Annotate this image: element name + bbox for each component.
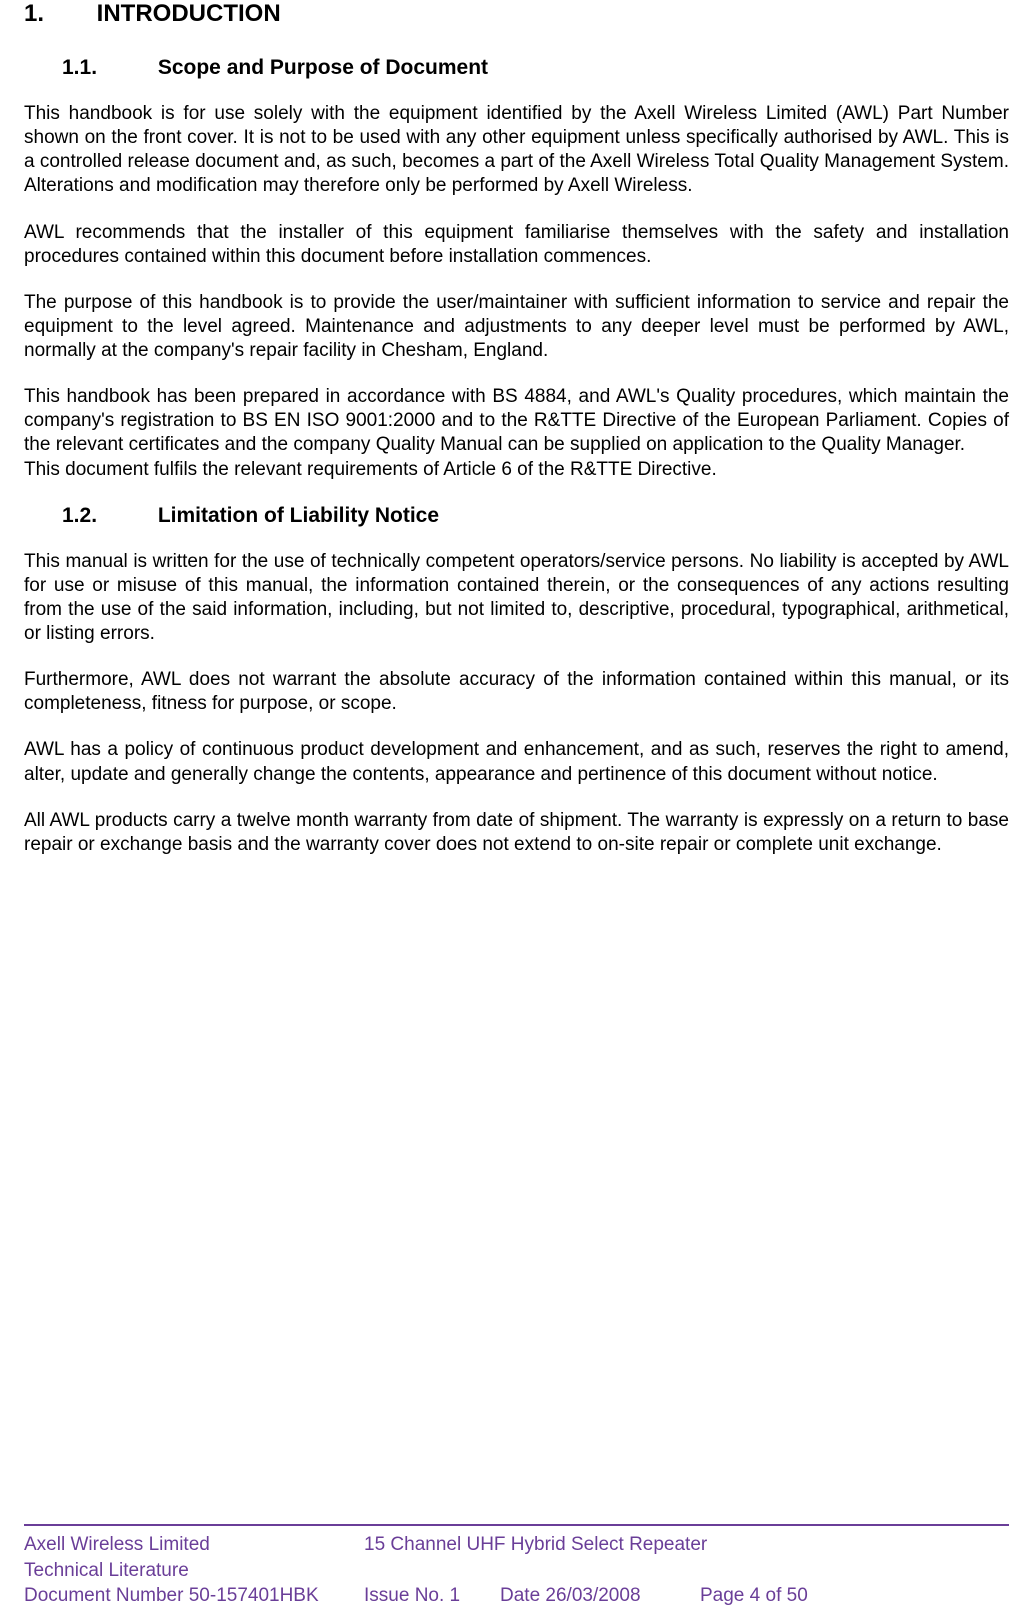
footer-product: 15 Channel UHF Hybrid Select Repeater	[364, 1532, 1009, 1558]
heading-title: INTRODUCTION	[97, 0, 281, 27]
footer-company: Axell Wireless Limited	[24, 1532, 364, 1558]
heading-number: 1.2.	[62, 504, 152, 528]
footer-issue: Issue No. 1	[364, 1583, 500, 1609]
heading-title: Scope and Purpose of Document	[158, 56, 488, 79]
document-page: 1. INTRODUCTION 1.1. Scope and Purpose o…	[0, 0, 1033, 1609]
paragraph: The purpose of this handbook is to provi…	[24, 291, 1009, 363]
footer-row-1: Axell Wireless Limited 15 Channel UHF Hy…	[24, 1532, 1009, 1558]
heading-number: 1.1.	[62, 56, 152, 80]
paragraph: AWL recommends that the installer of thi…	[24, 221, 1009, 269]
paragraph: All AWL products carry a twelve month wa…	[24, 809, 1009, 857]
heading-section-1-2: 1.2. Limitation of Liability Notice	[24, 504, 1009, 528]
paragraph: AWL has a policy of continuous product d…	[24, 738, 1009, 786]
heading-number: 1.	[24, 0, 90, 28]
paragraph: This manual is written for the use of te…	[24, 550, 1009, 647]
footer-row-3: Document Number 50-157401HBK Issue No. 1…	[24, 1583, 1009, 1609]
page-footer: Axell Wireless Limited 15 Channel UHF Hy…	[24, 1516, 1009, 1609]
footer-subtitle: Technical Literature	[24, 1558, 364, 1584]
footer-spacer	[364, 1558, 1009, 1584]
heading-title: Limitation of Liability Notice	[158, 504, 439, 527]
paragraph: This handbook is for use solely with the…	[24, 102, 1009, 199]
footer-row-2: Technical Literature	[24, 1558, 1009, 1584]
paragraph: This handbook has been prepared in accor…	[24, 385, 1009, 457]
paragraph: This document fulfils the relevant requi…	[24, 458, 1009, 482]
footer-date: Date 26/03/2008	[500, 1583, 700, 1609]
footer-rule	[24, 1524, 1009, 1526]
heading-section-1: 1. INTRODUCTION	[24, 0, 1009, 28]
footer-page: Page 4 of 50	[700, 1583, 808, 1609]
page-content: 1. INTRODUCTION 1.1. Scope and Purpose o…	[24, 0, 1009, 1516]
heading-section-1-1: 1.1. Scope and Purpose of Document	[24, 56, 1009, 80]
paragraph: Furthermore, AWL does not warrant the ab…	[24, 668, 1009, 716]
footer-docnum: Document Number 50-157401HBK	[24, 1583, 364, 1609]
